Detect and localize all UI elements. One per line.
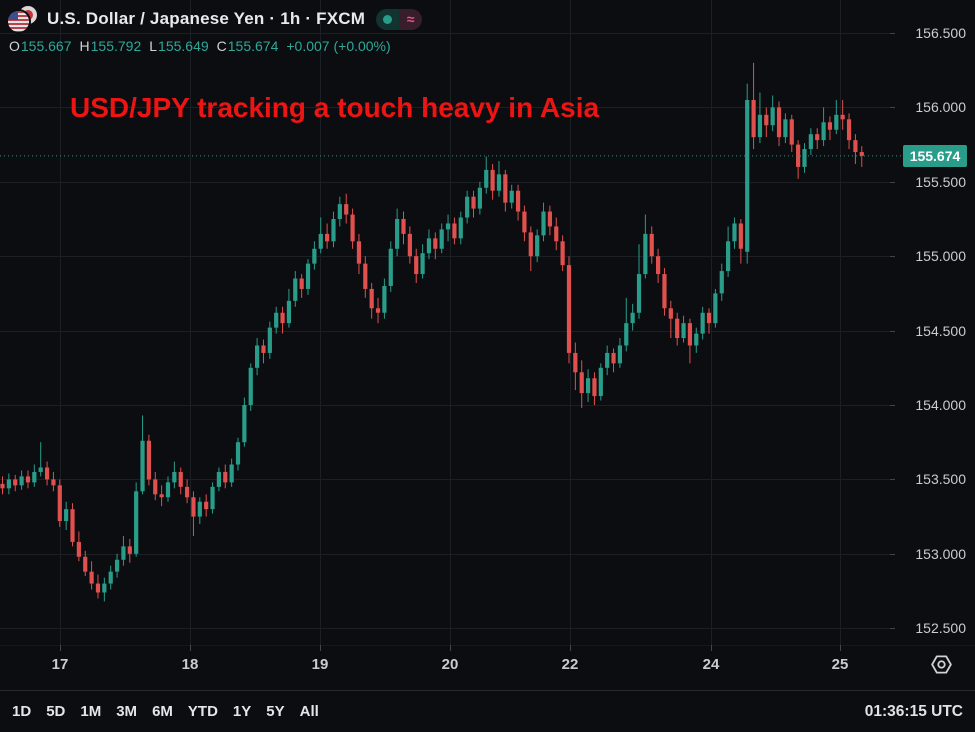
high-label: H xyxy=(79,38,90,54)
range-button-3m[interactable]: 3M xyxy=(116,703,138,720)
low-value: 155.649 xyxy=(158,38,209,54)
price-axis-label: 154.000 xyxy=(915,397,966,413)
time-axis-label: 17 xyxy=(51,656,69,673)
price-axis-label: 155.500 xyxy=(915,173,966,190)
candlestick-chart[interactable] xyxy=(0,0,975,692)
range-button-1m[interactable]: 1M xyxy=(80,703,102,720)
close-value: 155.674 xyxy=(227,38,279,54)
market-open-dot-icon xyxy=(376,8,400,30)
open-value: 155.667 xyxy=(20,38,72,54)
usd-jpy-flag-icon[interactable] xyxy=(8,6,38,32)
chart-annotation: USD/JPY tracking a touch heavy in Asia xyxy=(70,92,600,123)
range-button-1y[interactable]: 1Y xyxy=(232,703,252,720)
time-axis[interactable]: 17 18 19 20 22 24 25 xyxy=(0,645,975,690)
close-label: C xyxy=(216,38,227,54)
range-button-ytd[interactable]: YTD xyxy=(187,703,218,720)
range-selector: 1D 5D 1M 3M 6M YTD 1Y 5Y All xyxy=(12,703,319,720)
open-label: O xyxy=(9,38,20,54)
delayed-data-icon: ≈ xyxy=(399,8,423,30)
symbol-header: U.S. Dollar / Japanese Yen · 1h · FXCM ≈ xyxy=(8,6,423,32)
range-button-5d[interactable]: 5D xyxy=(46,703,66,720)
price-axis[interactable]: 155.674 156.500 156.000 155.500 155.000 154.… xyxy=(890,0,975,645)
axis-settings-icon[interactable] xyxy=(929,652,954,677)
time-axis-label: 22 xyxy=(561,656,579,673)
time-axis-label: 25 xyxy=(831,656,849,673)
range-button-all[interactable]: All xyxy=(299,703,319,720)
last-price-badge: 155.674 xyxy=(903,144,967,167)
symbol-title[interactable]: U.S. Dollar / Japanese Yen · 1h · FXCM xyxy=(47,9,366,28)
market-status-toggle[interactable]: ≈ xyxy=(376,8,423,30)
range-button-6m[interactable]: 6M xyxy=(152,703,173,720)
price-axis-label: 153.500 xyxy=(915,471,966,488)
clock-utc[interactable]: 01:36:15 UTC xyxy=(864,702,963,720)
price-axis-label: 154.500 xyxy=(915,322,966,339)
price-axis-label: 156.500 xyxy=(915,25,966,41)
price-change: +0.007 (+0.00%) xyxy=(286,38,391,54)
price-axis-label: 155.000 xyxy=(915,248,966,265)
range-button-5y[interactable]: 5Y xyxy=(266,703,285,720)
ohlc-row: O 155.667 H 155.792 L 155.649 C 155.674 +0.0… xyxy=(9,38,391,54)
time-axis-label: 20 xyxy=(441,656,459,673)
range-button-1d[interactable]: 1D xyxy=(12,703,32,720)
time-axis-label: 24 xyxy=(702,656,720,673)
us-flag-icon xyxy=(8,11,29,32)
time-axis-label: 19 xyxy=(311,656,329,673)
price-axis-label: 152.500 xyxy=(915,620,966,637)
price-axis-label: 153.000 xyxy=(915,545,966,562)
time-axis-label: 18 xyxy=(181,656,199,673)
price-axis-label: 156.000 xyxy=(915,99,966,116)
low-label: L xyxy=(149,38,158,54)
bottom-toolbar: 1D 5D 1M 3M 6M YTD 1Y 5Y All 01:36:15 UTC xyxy=(0,690,975,732)
high-value: 155.792 xyxy=(90,38,142,54)
